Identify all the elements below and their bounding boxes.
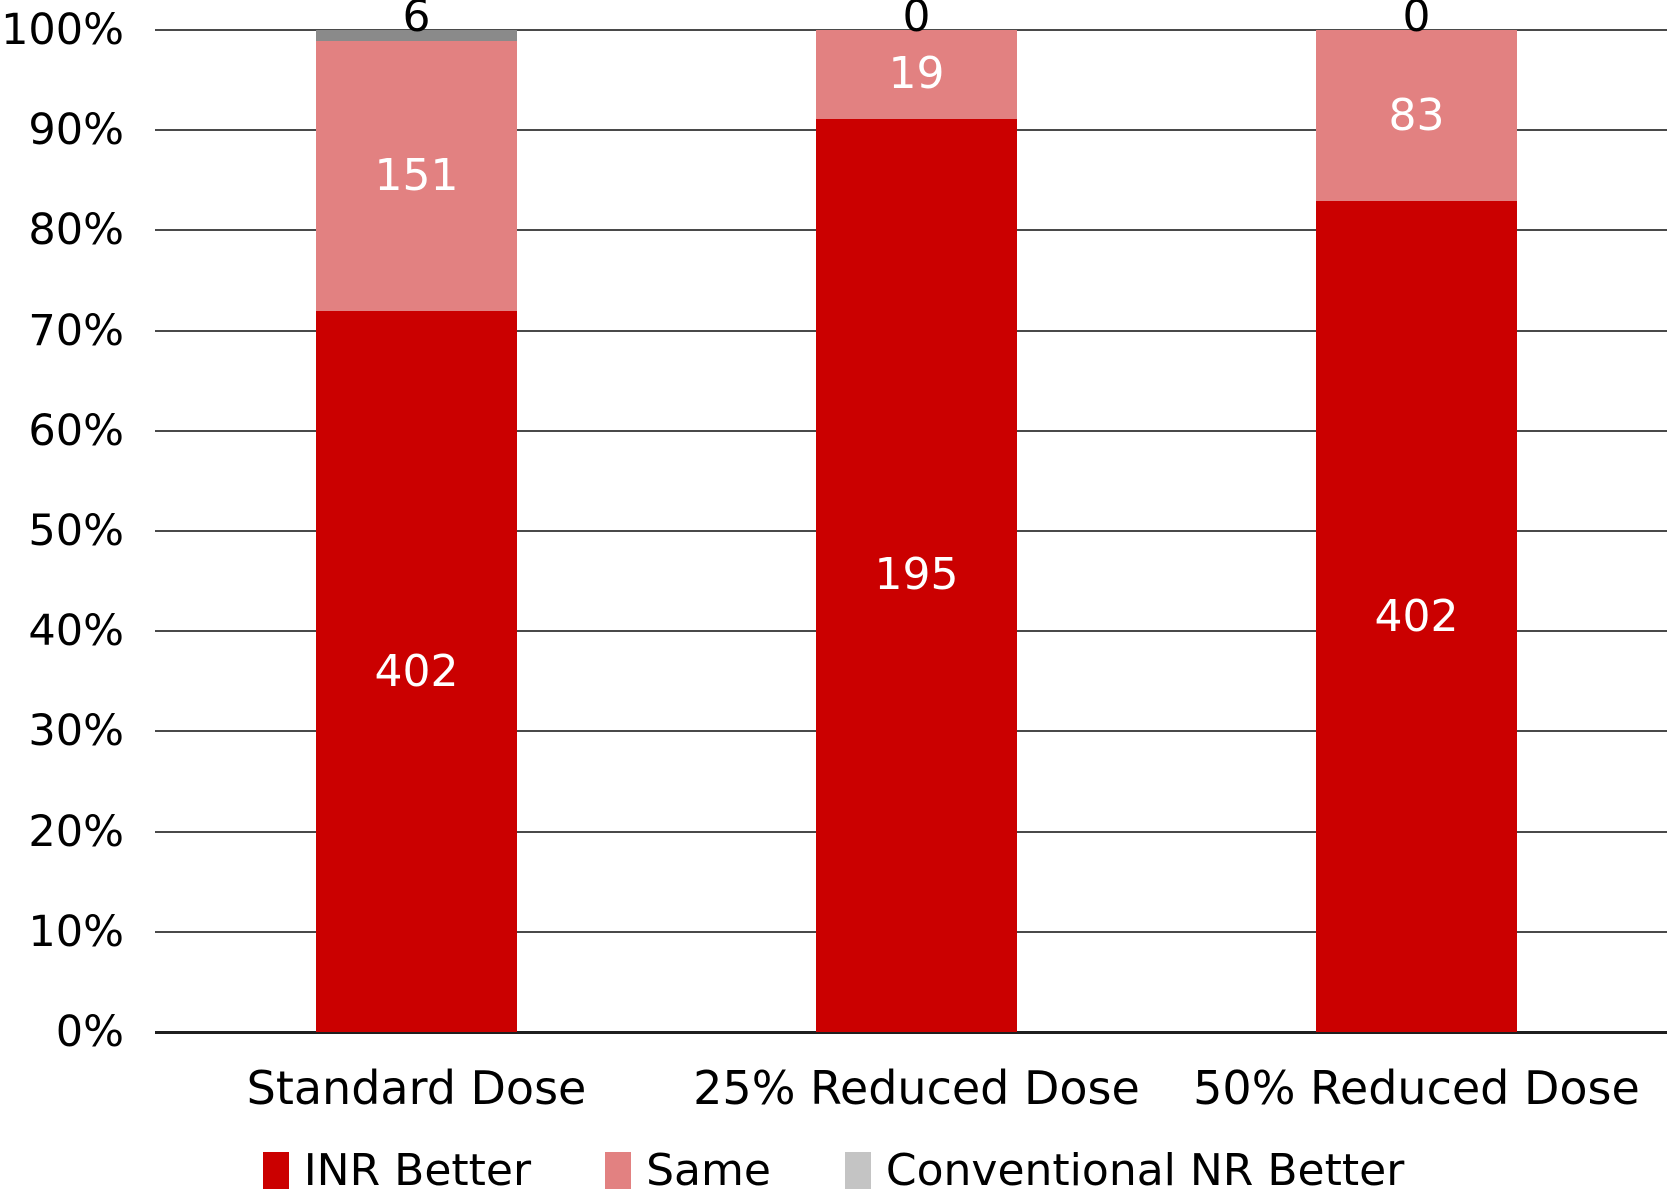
y-tick-label: 40% — [28, 606, 124, 657]
bar-value-label: 195 — [874, 549, 959, 601]
bar-segment — [816, 30, 1017, 119]
legend-item: Same — [605, 1145, 771, 1196]
bar-segment — [316, 30, 517, 41]
y-tick-label: 30% — [28, 706, 124, 757]
bar-value-label: 19 — [888, 48, 945, 100]
bar-value-label: 0 — [902, 0, 931, 42]
bar-segment — [1316, 30, 1517, 202]
legend-label: INR Better — [303, 1144, 532, 1196]
legend-swatch-icon — [262, 1151, 289, 1189]
y-tick-label: 60% — [28, 405, 124, 456]
bar-value-label: 402 — [374, 645, 459, 697]
y-tick-label: 20% — [28, 806, 124, 857]
legend-label: Same — [646, 1144, 771, 1196]
bar-segment — [316, 40, 517, 312]
legend-swatch-icon — [844, 1151, 871, 1189]
x-axis-line — [155, 1031, 1667, 1034]
bar-segment — [1316, 201, 1517, 1032]
bar-value-label: 151 — [374, 150, 459, 202]
x-category-label: Standard Dose — [246, 1061, 587, 1115]
bar-value-label: 83 — [1388, 89, 1445, 141]
bar-value-label: 402 — [1374, 590, 1459, 642]
y-tick-label: 70% — [28, 305, 124, 356]
y-tick-label: 80% — [28, 205, 124, 256]
y-tick-label: 10% — [28, 906, 124, 957]
legend: INR Better Same Conventional NR Better — [0, 1142, 1667, 1198]
bar-segment — [816, 118, 1017, 1032]
legend-item: INR Better — [262, 1144, 532, 1196]
legend-item: Conventional NR Better — [844, 1144, 1405, 1196]
y-tick-label: 0% — [55, 1007, 124, 1057]
y-tick-label: 90% — [28, 105, 124, 156]
bar-value-label: 6 — [402, 0, 431, 42]
legend-label: Conventional NR Better — [885, 1144, 1405, 1196]
x-category-label: 50% Reduced Dose — [1193, 1061, 1640, 1115]
x-category-label: 25% Reduced Dose — [693, 1061, 1140, 1115]
legend-swatch-icon — [605, 1151, 632, 1189]
y-tick-label: 50% — [28, 506, 124, 556]
y-tick-label: 100% — [1, 5, 124, 55]
bar-segment — [316, 311, 517, 1032]
bar-value-label: 0 — [1402, 0, 1431, 42]
